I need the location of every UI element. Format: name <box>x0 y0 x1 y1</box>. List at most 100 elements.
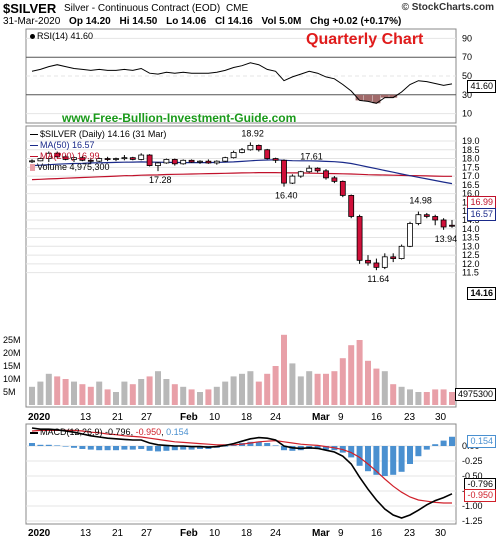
price-label: 17.28 <box>149 175 172 185</box>
macd-tick-label: -1.00 <box>462 501 483 511</box>
x-tick-label: Feb <box>180 412 198 423</box>
candle-body <box>180 159 187 165</box>
candle-body <box>264 149 271 159</box>
macd-hist-bar <box>96 446 103 451</box>
x-tick-label: 27 <box>141 528 153 539</box>
volume-bar <box>37 381 44 405</box>
candle-body <box>449 224 455 227</box>
volume-bar <box>423 392 430 405</box>
x-tick-label: 2020 <box>28 528 51 539</box>
macd-hist-bar <box>255 441 262 446</box>
x-axis-bottom: 2020 13 21 27 Feb 10 18 24 Mar 9 16 23 30 <box>28 528 447 539</box>
candle-body <box>297 171 304 177</box>
macd-tick-label: -1.25 <box>462 516 483 526</box>
candle-body <box>247 144 254 151</box>
website-watermark[interactable]: www.Free-Bullion-Investment-Guide.com <box>62 111 297 125</box>
volume-bar <box>272 366 279 405</box>
volume-bar <box>96 381 103 405</box>
ohlc-summary: 31-Mar-2020 Op 14.20 Hi 14.50 Lo 14.06 C… <box>3 16 401 27</box>
candle-body <box>423 214 430 217</box>
source-link[interactable]: © StockCharts.com <box>401 2 494 13</box>
macd-hist-bar <box>87 446 94 450</box>
volume-bar <box>331 371 338 405</box>
volume-value-box: 4975300 <box>454 388 496 401</box>
x-tick-label: 16 <box>371 528 383 539</box>
candle-body <box>79 157 86 161</box>
macd-panel-frame <box>25 423 457 525</box>
volume-bar <box>62 379 69 405</box>
price-label: 13.94 <box>435 234 458 244</box>
volume-bar <box>222 381 229 405</box>
macd-legend-marker <box>30 431 38 434</box>
ma200-line <box>31 172 452 181</box>
x-tick-label: 24 <box>270 412 282 423</box>
x-tick-label: 10 <box>209 528 221 539</box>
candle-body <box>230 152 237 159</box>
macd-hist-bar <box>398 446 405 472</box>
macd-hist-bar <box>138 446 145 449</box>
volume-bar <box>314 373 321 405</box>
volume-bar <box>146 376 153 405</box>
close-text: Cl 14.16 <box>214 16 253 27</box>
candle-body <box>163 159 170 164</box>
candle-body <box>272 158 279 161</box>
volume-bar <box>205 389 212 405</box>
macd-histogram <box>29 436 455 476</box>
candle-body <box>96 158 103 162</box>
volume-bar <box>255 381 262 405</box>
volume-bar <box>432 389 439 405</box>
rsi-tick-label: 30 <box>462 90 472 100</box>
macd-hist-bar <box>146 446 153 451</box>
price-tick-label: 18.0 <box>462 154 480 164</box>
price-tick-label: 12.5 <box>462 250 480 260</box>
volume-bar <box>180 386 187 405</box>
price-annotations: 18.92 17.28 17.61 16.40 14.98 13.94 11.64 <box>149 128 457 284</box>
volume-bar <box>45 373 52 405</box>
ma50-line <box>31 159 453 185</box>
macd-legend: MACD(12,26,9) -0.796, -0.950, 0.154 <box>30 427 189 437</box>
x-tick-label: 27 <box>141 412 153 423</box>
volume-tick-label: 20M <box>3 348 21 358</box>
volume-tick-label: 15M <box>3 361 21 371</box>
macd-hist-value-box: 0.154 <box>467 435 496 448</box>
macd-hist-bar <box>407 446 413 464</box>
legend-ma200: MA(200) 16.99 <box>30 151 166 162</box>
price-grid <box>26 140 456 274</box>
open-text: Op 14.20 <box>69 16 111 27</box>
volume-bar <box>440 389 447 405</box>
volume-bar <box>197 392 203 405</box>
candle-body <box>440 219 447 228</box>
rsi-legend-dot <box>30 34 35 40</box>
macd-hist-bar <box>79 446 86 449</box>
x-tick-label: 9 <box>338 528 344 539</box>
macd-hist-bar <box>29 443 35 446</box>
volume-bar <box>348 345 355 405</box>
macd-tick-label: -0.25 <box>462 456 483 466</box>
macd-hist-bar <box>272 445 279 446</box>
volume-tick-label: 5M <box>3 387 16 397</box>
volume-text: Vol 5.0M <box>261 16 302 27</box>
volume-bar <box>339 358 346 405</box>
macd-hist-bar <box>222 446 229 447</box>
candle-body <box>407 223 413 247</box>
macd-legend-hist: 0.154 <box>166 427 189 437</box>
x-tick-label: 21 <box>112 528 124 539</box>
candle-body <box>104 158 111 160</box>
volume-bar <box>104 389 111 405</box>
candle-body <box>155 162 161 166</box>
macd-hist-bar <box>247 441 254 446</box>
volume-bar <box>390 384 397 405</box>
macd-hist-bar <box>365 446 371 472</box>
description-text: Silver - Continuous Contract (EOD) <box>64 3 221 14</box>
x-tick-label: 9 <box>338 412 344 423</box>
legend-marker-volume <box>30 164 35 172</box>
candle-body <box>348 195 355 217</box>
volume-bar <box>71 381 77 405</box>
candle-body <box>398 245 405 259</box>
candle-body <box>255 144 262 151</box>
macd-hist-bar <box>314 446 321 449</box>
date-text: 31-Mar-2020 <box>3 16 61 27</box>
high-text: Hi 14.50 <box>119 16 158 27</box>
macd-signal-line <box>31 429 452 504</box>
